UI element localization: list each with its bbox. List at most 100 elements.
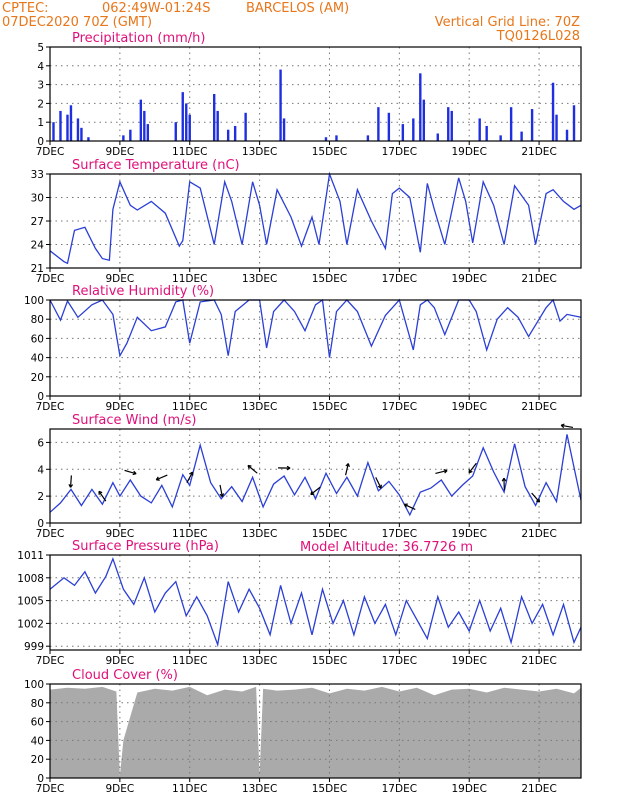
wind-direction-arrow	[98, 490, 107, 502]
humidity-series-line	[49, 298, 582, 358]
header-coords: 062:49W-01:24S	[102, 1, 210, 16]
wind-direction-arrow	[531, 492, 540, 503]
header-source: CPTEC:	[2, 1, 49, 16]
wind-arrow-head	[443, 468, 448, 474]
precip-bar	[216, 110, 219, 141]
x-tick-label: 15DEC	[312, 783, 347, 795]
x-tick-label: 19DEC	[451, 146, 486, 158]
y-tick-label: 21	[31, 263, 44, 275]
x-tick-label: 19DEC	[451, 273, 486, 285]
x-tick-label: 17DEC	[382, 655, 417, 667]
y-tick-label: 20	[31, 372, 44, 384]
precip-bar	[565, 129, 569, 141]
x-tick-label: 19DEC	[451, 783, 486, 795]
wind-direction-arrow	[219, 484, 223, 497]
x-tick-label: 7DEC	[36, 273, 65, 285]
y-tick-label: 80	[31, 314, 44, 326]
panel-title: Surface Temperature (nC)	[72, 158, 240, 173]
precip-bar	[436, 133, 439, 141]
x-tick-label: 9DEC	[106, 146, 135, 158]
x-tick-label: 17DEC	[382, 146, 417, 158]
wind-direction-arrow	[561, 424, 574, 429]
x-tick-label: 21DEC	[521, 146, 556, 158]
model-altitude: Model Altitude: 36.7726 m	[300, 540, 473, 555]
y-tick-label: 4	[37, 464, 44, 476]
wind-direction-arrow	[124, 469, 137, 475]
x-tick-label: 21DEC	[521, 273, 556, 285]
wind-arrow-head	[536, 498, 541, 503]
precip-bar	[520, 131, 523, 141]
wind-direction-arrow	[468, 462, 477, 474]
precip-bar	[59, 110, 62, 141]
wind-arrow-head	[247, 464, 252, 469]
wind-series-line	[49, 434, 582, 517]
x-tick-label: 9DEC	[106, 273, 135, 285]
y-tick-label: 4	[37, 61, 44, 73]
y-tick-label: 100	[24, 295, 44, 307]
x-tick-label: 11DEC	[172, 146, 207, 158]
y-tick-label: 20	[31, 754, 44, 766]
wind-direction-arrow	[186, 471, 194, 483]
precip-bar	[212, 94, 216, 141]
wind-arrow-head	[560, 423, 565, 429]
y-tick-label: 3	[37, 80, 44, 92]
y-tick-label: 27	[31, 216, 44, 228]
x-tick-label: 9DEC	[106, 401, 135, 413]
precip-bar	[377, 107, 380, 141]
precip-bar	[450, 110, 453, 141]
panel-precipitation: 0 1 2 3 4 5 7DEC 9DEC 11DEC 13DEC 15DEC 17DEC 19DEC 2…	[36, 31, 582, 158]
x-tick-label: 15DEC	[312, 401, 347, 413]
temperature-series-line	[49, 171, 582, 265]
panel-frame	[49, 46, 582, 142]
y-tick-label: 40	[31, 353, 44, 365]
precip-bar	[69, 105, 73, 141]
y-tick-label: 1008	[17, 573, 44, 585]
y-tick-label: 33	[31, 169, 44, 181]
precip-bar	[499, 135, 502, 141]
x-tick-label: 21DEC	[521, 528, 556, 540]
wind-arrow-head	[403, 503, 408, 508]
wind-direction-arrow	[310, 486, 321, 495]
x-tick-label: 13DEC	[242, 146, 277, 158]
wind-direction-arrow	[404, 503, 416, 511]
y-tick-label: 0	[37, 518, 44, 530]
y-tick-label: 6	[37, 437, 44, 449]
y-tick-label: 24	[31, 240, 45, 252]
x-tick-label: 7DEC	[36, 783, 65, 795]
x-tick-label: 7DEC	[36, 655, 65, 667]
panel-frame	[49, 683, 582, 779]
y-tick-label: 2	[37, 98, 44, 110]
precip-bar	[555, 114, 558, 141]
wind-direction-arrow	[69, 475, 72, 488]
y-tick-label: 5	[37, 42, 44, 54]
y-tick-label: 0	[37, 773, 44, 785]
precip-bar	[244, 112, 247, 141]
x-tick-label: 19DEC	[451, 528, 486, 540]
x-tick-label: 17DEC	[382, 401, 417, 413]
x-tick-label: 7DEC	[36, 528, 65, 540]
x-tick-label: 13DEC	[242, 273, 277, 285]
x-tick-label: 7DEC	[36, 401, 65, 413]
precip-bar	[80, 127, 83, 141]
precip-bar	[447, 107, 450, 141]
precip-bar	[188, 114, 191, 141]
wind-arrow-head	[286, 465, 291, 471]
x-tick-label: 11DEC	[172, 655, 207, 667]
precip-bar	[87, 137, 90, 141]
x-tick-label: 11DEC	[172, 528, 207, 540]
header-code: TQ0126L028	[496, 29, 580, 44]
precip-bar	[401, 124, 405, 141]
precip-bar	[509, 107, 513, 141]
precip-bar	[76, 118, 80, 141]
panel-frame	[49, 173, 582, 269]
wind-direction-arrow	[345, 463, 349, 476]
x-tick-label: 11DEC	[172, 273, 207, 285]
x-tick-label: 15DEC	[312, 146, 347, 158]
y-tick-label: 1	[37, 117, 44, 129]
x-tick-label: 17DEC	[382, 528, 417, 540]
x-tick-label: 9DEC	[106, 655, 135, 667]
y-tick-label: 999	[24, 641, 44, 653]
panel-frame	[49, 554, 582, 651]
precip-bar	[530, 109, 534, 141]
x-tick-label: 13DEC	[242, 528, 277, 540]
